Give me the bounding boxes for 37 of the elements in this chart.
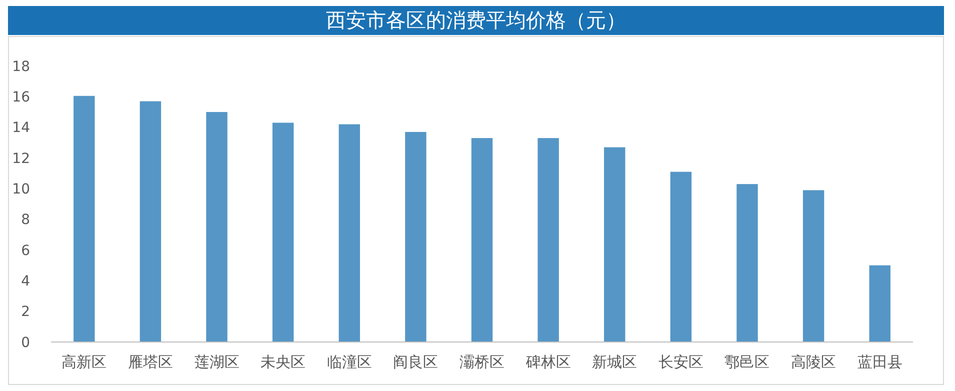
x-tick-label: 阎良区: [393, 353, 438, 371]
bar: [74, 96, 95, 342]
x-tick-label: 鄠邑区: [724, 353, 770, 371]
bar: [538, 138, 559, 342]
x-tick-label: 新城区: [592, 353, 638, 371]
x-tick-label: 莲湖区: [194, 353, 240, 371]
bar: [670, 172, 692, 342]
y-tick-label: 10: [12, 182, 30, 198]
x-tick-label: 高陵区: [791, 353, 836, 371]
bar: [140, 101, 162, 342]
y-tick-label: 14: [12, 120, 30, 136]
y-tick-label: 8: [21, 212, 30, 228]
bar: [604, 147, 626, 342]
bar: [869, 265, 890, 342]
bar: [471, 138, 493, 342]
bar: [405, 132, 426, 342]
x-tick-label: 蓝田县: [857, 353, 902, 371]
x-tick-label: 灞桥区: [460, 353, 504, 371]
y-tick-label: 18: [12, 58, 30, 75]
y-tick-label: 12: [12, 150, 30, 167]
bar: [272, 122, 294, 342]
x-tick-label: 未央区: [260, 353, 306, 371]
chart-title: 西安市各区的消费平均价格（元）: [326, 8, 626, 32]
x-tick-label: 高新区: [62, 353, 107, 371]
y-tick-label: 16: [12, 90, 30, 106]
bar: [338, 124, 360, 342]
x-tick-label: 雁塔区: [128, 353, 173, 371]
x-tick-label: 临潼区: [326, 353, 372, 371]
x-tick-label: 碑林区: [524, 353, 571, 371]
bar: [802, 190, 824, 342]
y-tick-label: 4: [21, 274, 30, 290]
y-tick-label: 6: [21, 242, 30, 259]
y-tick-label: 0: [21, 334, 30, 351]
bar: [736, 184, 758, 342]
x-tick-label: 长安区: [658, 353, 704, 371]
y-tick-label: 2: [21, 304, 30, 320]
bar: [206, 112, 228, 342]
